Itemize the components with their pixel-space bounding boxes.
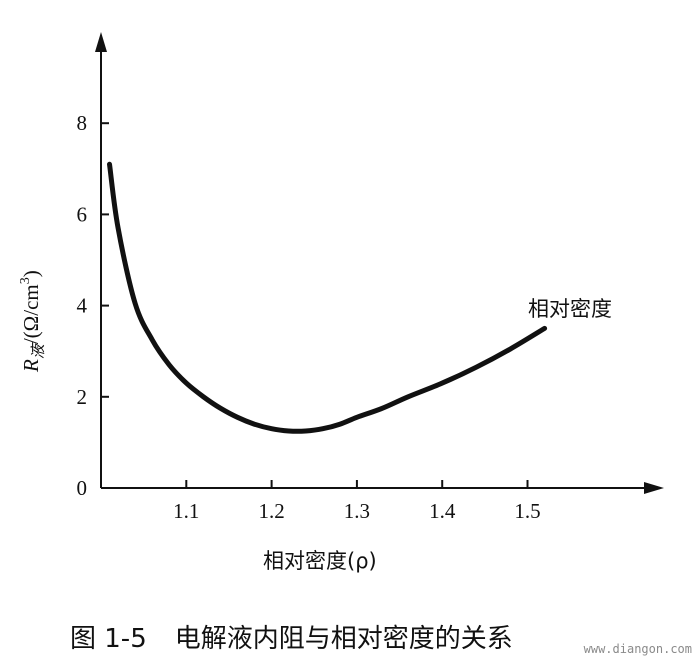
- axes: [95, 32, 664, 494]
- y-label-superscript: 3: [18, 277, 33, 284]
- x-tick-label: 1.4: [429, 499, 456, 523]
- series-annotation: 相对密度: [528, 297, 612, 321]
- density-resistance-curve: [107, 161, 548, 434]
- y-tick-label: 4: [77, 294, 88, 318]
- svg-text:R液/(Ω/cm3): R液/(Ω/cm3): [18, 270, 47, 373]
- y-axis-arrow: [95, 32, 107, 52]
- ticks: 1.1 1.2 1.3 1.4 1.5 0 2 4 6 8: [77, 111, 541, 523]
- x-tick-label: 1.3: [344, 499, 370, 523]
- y-label-subscript: 液: [29, 341, 47, 359]
- figure-title: 电解液内阻与相对密度的关系: [174, 624, 513, 654]
- y-tick-label: 2: [77, 385, 88, 409]
- x-tick-label: 1.2: [258, 499, 284, 523]
- figure-number: 图 1-5: [70, 624, 147, 654]
- x-axis-arrow: [644, 482, 664, 494]
- y-label-close: ): [19, 270, 43, 277]
- figure-caption: 图 1-5 电解液内阻与相对密度的关系: [70, 618, 513, 655]
- y-tick-label: 0: [77, 476, 88, 500]
- y-tick-label: 6: [77, 202, 88, 226]
- x-tick-label: 1.5: [514, 499, 540, 523]
- y-label-unit: /(Ω/cm: [19, 284, 43, 344]
- watermark: www.diangon.com: [583, 642, 692, 656]
- y-tick-label: 8: [77, 111, 88, 135]
- x-tick-label: 1.1: [173, 499, 199, 523]
- y-label-symbol: R: [19, 359, 43, 373]
- y-axis-title: R液/(Ω/cm3): [18, 270, 47, 373]
- x-axis-title: 相对密度(ρ): [263, 549, 377, 573]
